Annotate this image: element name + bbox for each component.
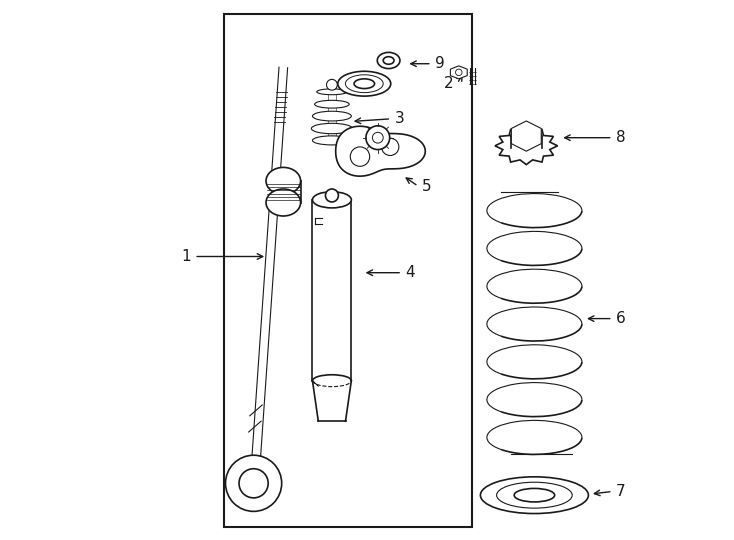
- Ellipse shape: [480, 477, 589, 514]
- Ellipse shape: [313, 136, 352, 145]
- Ellipse shape: [266, 167, 301, 194]
- Circle shape: [327, 79, 338, 90]
- Text: 8: 8: [616, 130, 625, 145]
- Text: 1: 1: [181, 249, 191, 264]
- Ellipse shape: [338, 71, 390, 96]
- Polygon shape: [451, 66, 468, 79]
- Text: 2: 2: [444, 76, 454, 91]
- Polygon shape: [266, 181, 301, 202]
- Circle shape: [366, 126, 390, 150]
- Ellipse shape: [313, 192, 352, 208]
- Ellipse shape: [354, 79, 374, 89]
- Ellipse shape: [514, 488, 555, 502]
- Ellipse shape: [317, 89, 347, 94]
- Circle shape: [225, 455, 282, 511]
- Ellipse shape: [511, 130, 542, 142]
- Ellipse shape: [383, 57, 394, 64]
- Circle shape: [382, 138, 399, 156]
- Polygon shape: [512, 121, 541, 151]
- Polygon shape: [335, 126, 425, 176]
- Ellipse shape: [497, 482, 573, 508]
- Text: 3: 3: [395, 111, 404, 126]
- Polygon shape: [495, 127, 558, 165]
- Text: 7: 7: [616, 484, 625, 499]
- Ellipse shape: [377, 52, 400, 69]
- Circle shape: [325, 189, 338, 202]
- Circle shape: [350, 147, 370, 166]
- Ellipse shape: [311, 123, 352, 134]
- Text: 6: 6: [616, 311, 625, 326]
- Text: 9: 9: [435, 56, 445, 71]
- Ellipse shape: [266, 189, 301, 216]
- Text: 4: 4: [405, 265, 415, 280]
- Ellipse shape: [313, 111, 352, 121]
- Circle shape: [239, 469, 268, 498]
- Ellipse shape: [346, 75, 383, 93]
- Ellipse shape: [315, 100, 349, 108]
- Text: 5: 5: [421, 179, 431, 194]
- Circle shape: [372, 132, 383, 143]
